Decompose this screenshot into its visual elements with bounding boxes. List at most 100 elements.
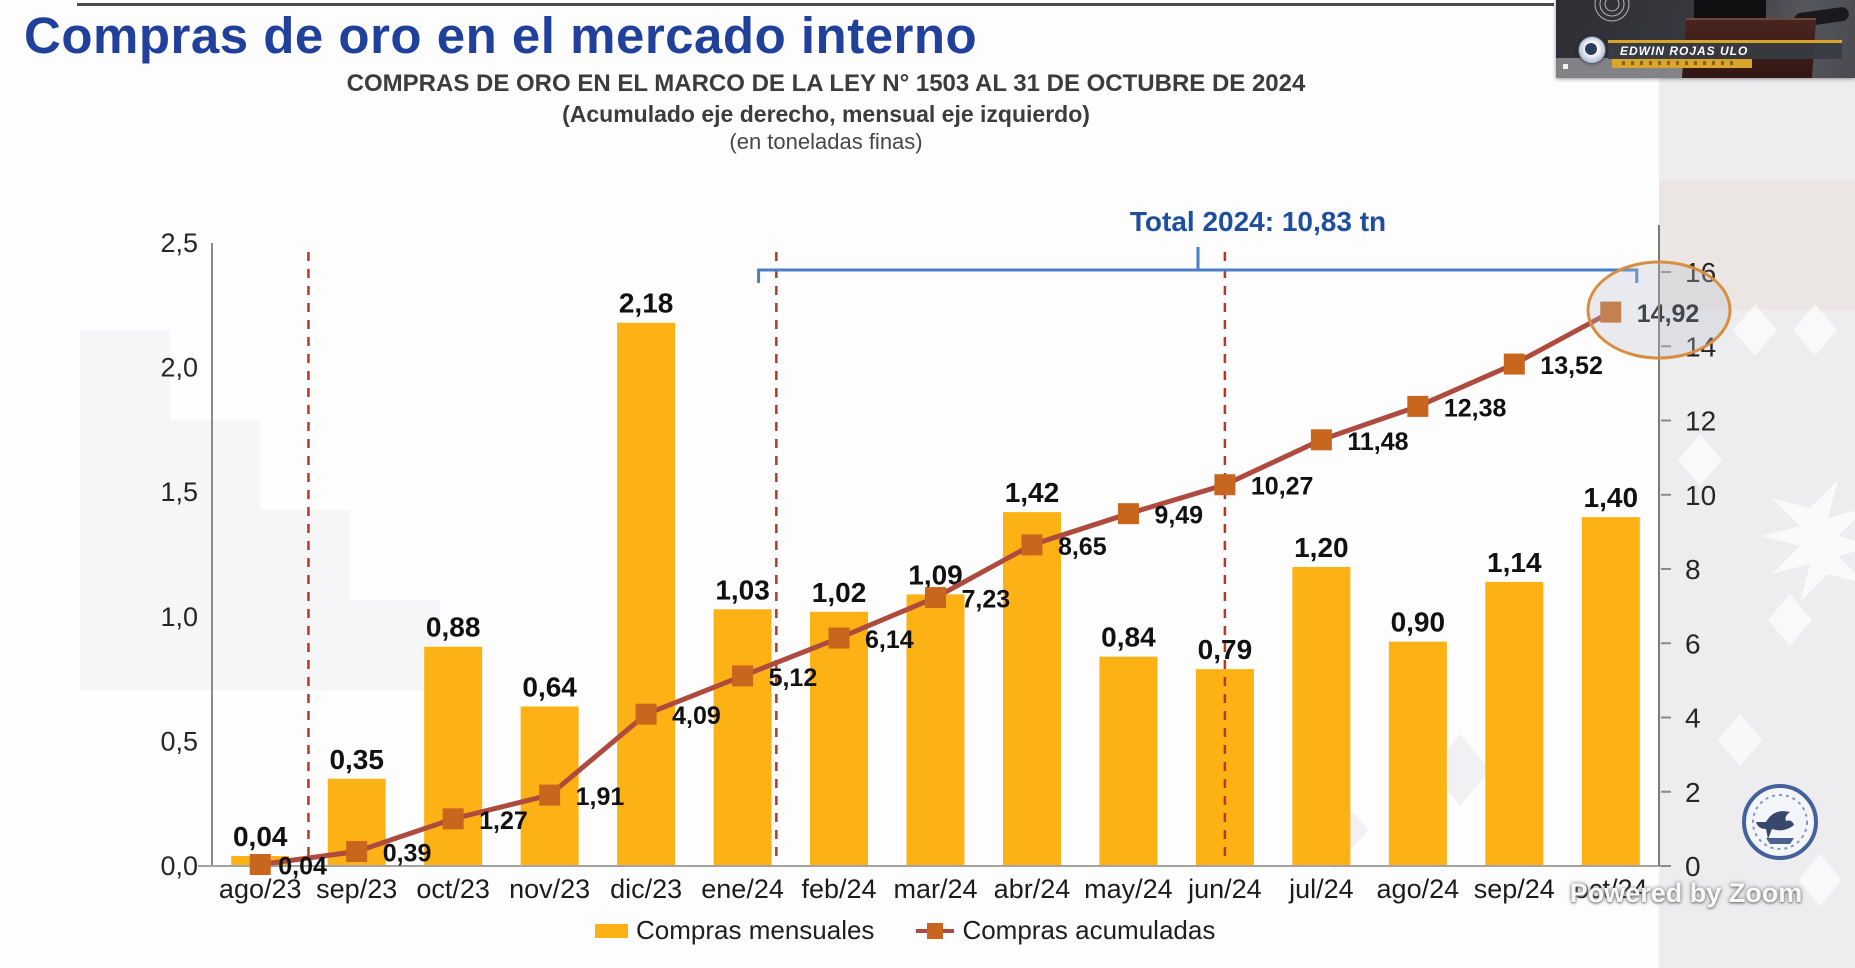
left-axis-label-0,5: 0,5 bbox=[160, 726, 198, 756]
slide-top-rule bbox=[77, 3, 1554, 6]
andean-pattern-decor bbox=[1678, 304, 1842, 906]
x-axis-label-oct/23: oct/23 bbox=[416, 874, 490, 904]
bar-value-label-oct/24: 1,40 bbox=[1584, 482, 1639, 513]
x-axis-label-nov/23: nov/23 bbox=[509, 874, 590, 904]
andean-star-decor bbox=[1762, 470, 1855, 612]
webcam-name-banner: EDWIN ROJAS ULO bbox=[1608, 40, 1842, 59]
bar-oct/23 bbox=[424, 646, 483, 866]
bar-value-label-oct/23: 0,88 bbox=[426, 612, 481, 643]
line-value-label-mar/24: 7,23 bbox=[962, 586, 1011, 614]
line-value-label-sep/24: 13,52 bbox=[1540, 352, 1603, 380]
webcam-corner-dot bbox=[1563, 64, 1568, 69]
x-axis-label-mar/24: mar/24 bbox=[893, 874, 977, 904]
webcam-backdrop-spiral-icon bbox=[1594, 0, 1630, 22]
line-marker-nov/23 bbox=[539, 784, 561, 806]
right-axis-label-0: 0 bbox=[1685, 851, 1701, 882]
bar-value-label-ene/24: 1,03 bbox=[715, 574, 770, 605]
right-axis-label-4: 4 bbox=[1685, 703, 1701, 734]
line-marker-dic/23 bbox=[635, 703, 657, 725]
bar-value-label-ago/24: 0,90 bbox=[1391, 607, 1446, 638]
webcam-speaker-name: EDWIN ROJAS ULO bbox=[1620, 44, 1749, 58]
line-value-label-dic/23: 4,09 bbox=[672, 702, 721, 730]
x-axis-label-sep/24: sep/24 bbox=[1474, 874, 1555, 904]
chart-legend: Compras mensuales Compras acumuladas bbox=[595, 915, 1215, 946]
line-marker-ene/24 bbox=[732, 665, 754, 687]
bar-jul/24 bbox=[1292, 566, 1351, 866]
right-axis-label-12: 12 bbox=[1685, 406, 1716, 437]
bar-value-label-may/24: 0,84 bbox=[1101, 622, 1156, 653]
slide-right-band-tint bbox=[1659, 180, 1855, 310]
left-axis-label-1,5: 1,5 bbox=[160, 477, 198, 507]
bar-value-label-dic/23: 2,18 bbox=[619, 288, 674, 319]
bar-value-label-ago/23: 0,04 bbox=[233, 821, 288, 852]
webcam-banner-substrip bbox=[1612, 59, 1752, 68]
institution-seal-icon bbox=[1742, 784, 1818, 860]
chart-unit-note: (en toneladas finas) bbox=[729, 129, 923, 154]
left-axis-label-2,0: 2,0 bbox=[160, 353, 198, 383]
bar-ago/24 bbox=[1388, 641, 1447, 866]
x-axis-label-oct/24: oct/24 bbox=[1574, 874, 1648, 904]
bar-may/24 bbox=[1099, 656, 1158, 866]
bar-sep/24 bbox=[1485, 581, 1544, 866]
right-axis-label-10: 10 bbox=[1685, 480, 1716, 511]
line-marker-oct/23 bbox=[442, 808, 464, 830]
legend-item-mensuales: Compras mensuales bbox=[595, 915, 874, 946]
x-axis-label-jul/24: jul/24 bbox=[1288, 874, 1354, 904]
chart-title: COMPRAS DE ORO EN EL MARCO DE LA LEY N° … bbox=[346, 70, 1306, 97]
line-value-label-may/24: 9,49 bbox=[1154, 502, 1203, 530]
line-marker-jun/24 bbox=[1214, 474, 1236, 496]
bar-value-label-abr/24: 1,42 bbox=[1005, 477, 1060, 508]
left-axis-label-0,0: 0,0 bbox=[160, 851, 198, 881]
slide-watermark-shape bbox=[80, 330, 440, 690]
total-2024-annotation: Total 2024: 10,83 tn bbox=[1129, 206, 1387, 237]
bar-value-label-sep/24: 1,14 bbox=[1487, 547, 1542, 578]
line-marker-ago/24 bbox=[1407, 395, 1429, 417]
line-marker-oct/24 bbox=[1600, 301, 1622, 323]
line-value-label-sep/23: 0,39 bbox=[383, 840, 432, 868]
line-value-label-nov/23: 1,91 bbox=[576, 783, 625, 811]
powered-by-zoom-watermark: Powered by Zoom bbox=[1569, 878, 1803, 908]
bar-value-label-nov/23: 0,64 bbox=[522, 672, 577, 703]
right-axis-label-14: 14 bbox=[1685, 331, 1716, 362]
bar-feb/24 bbox=[810, 611, 869, 866]
x-axis-label-dic/23: dic/23 bbox=[610, 874, 682, 904]
x-axis-label-ene/24: ene/24 bbox=[701, 874, 784, 904]
x-axis-label-ago/24: ago/24 bbox=[1377, 874, 1460, 904]
line-value-label-abr/24: 8,65 bbox=[1058, 533, 1107, 561]
legend-label: Compras mensuales bbox=[636, 915, 875, 945]
left-axis-label-1,0: 1,0 bbox=[160, 602, 198, 632]
right-axis-label-6: 6 bbox=[1685, 628, 1701, 659]
right-axis-label-2: 2 bbox=[1685, 777, 1701, 808]
line-marker-ago/23 bbox=[249, 854, 271, 876]
x-axis-label-jun/24: jun/24 bbox=[1187, 874, 1262, 904]
page-title: Compras de oro en el mercado interno bbox=[24, 7, 978, 64]
line-marker-mar/24 bbox=[925, 587, 946, 609]
line-value-label-ago/24: 12,38 bbox=[1444, 394, 1507, 422]
line-marker-feb/24 bbox=[828, 627, 850, 649]
line-value-label-jun/24: 10,27 bbox=[1251, 473, 1314, 501]
highlight-ellipse bbox=[1586, 260, 1732, 360]
bar-mar/24 bbox=[906, 594, 965, 866]
x-axis-label-abr/24: abr/24 bbox=[994, 874, 1071, 904]
webcam-badge-core-icon bbox=[1585, 43, 1597, 55]
left-axis-label-2,5: 2,5 bbox=[160, 228, 198, 258]
line-marker-sep/23 bbox=[346, 841, 368, 863]
line-marker-jul/24 bbox=[1310, 429, 1332, 451]
x-axis-label-feb/24: feb/24 bbox=[801, 874, 876, 904]
bar-abr/24 bbox=[1002, 512, 1061, 866]
bar-oct/24 bbox=[1581, 517, 1640, 866]
bar-value-label-feb/24: 1,02 bbox=[812, 577, 867, 608]
line-value-label-oct/23: 1,27 bbox=[479, 807, 528, 835]
bar-value-label-sep/23: 0,35 bbox=[329, 744, 384, 775]
line-marker-sep/24 bbox=[1503, 353, 1525, 375]
webcam-thumbnail[interactable]: EDWIN ROJAS ULO bbox=[1556, 0, 1855, 78]
bar-series-swatch bbox=[595, 923, 628, 938]
line-marker-abr/24 bbox=[1021, 534, 1043, 556]
legend-label: Compras acumuladas bbox=[962, 915, 1216, 945]
line-value-label-oct/24: 14,92 bbox=[1637, 300, 1700, 328]
bar-value-label-jul/24: 1,20 bbox=[1294, 532, 1349, 563]
legend-item-acumuladas: Compras acumuladas bbox=[916, 915, 1215, 946]
line-value-label-ene/24: 5,12 bbox=[769, 664, 818, 692]
